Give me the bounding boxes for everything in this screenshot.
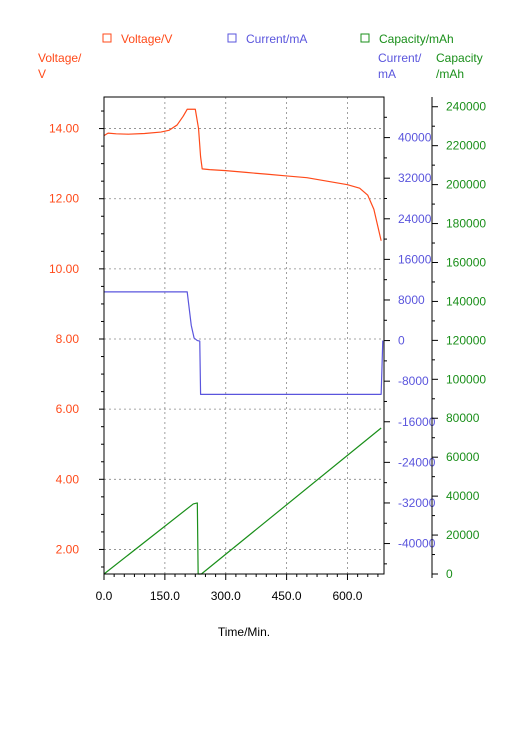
x-tick-label: 150.0 [150, 589, 180, 603]
voltage-axis-title-line2: V [38, 67, 46, 81]
capacity-tick-label: 160000 [446, 255, 486, 269]
current-tick-label: -40000 [398, 537, 436, 551]
legend-current-label: Current/mA [246, 32, 307, 46]
x-tick-label: 0.0 [96, 589, 113, 603]
voltage-tick-label: 8.00 [56, 332, 80, 346]
current-tick-label: 40000 [398, 131, 432, 145]
series-layer [103, 108, 384, 575]
current-series-line [104, 291, 384, 395]
legend-voltage-label: Voltage/V [121, 32, 172, 46]
capacity-tick-label: 120000 [446, 333, 486, 347]
legend-capacity-swatch [360, 33, 370, 43]
x-tick-label: 450.0 [272, 589, 302, 603]
voltage-tick-label: 4.00 [56, 472, 80, 486]
capacity-tick-label: 80000 [446, 411, 480, 425]
capacity-tick-label: 40000 [446, 489, 480, 503]
voltage-tick-label: 12.00 [49, 192, 79, 206]
plot-frame [103, 96, 385, 575]
current-tick-label: -24000 [398, 455, 436, 469]
current-tick-label: 24000 [398, 212, 432, 226]
capacity-tick-label: 60000 [446, 450, 480, 464]
current-tick-label: -32000 [398, 496, 436, 510]
legend-capacity-label: Capacity/mAh [379, 32, 454, 46]
current-tick-label: 8000 [398, 293, 425, 307]
x-tick-label: 300.0 [211, 589, 241, 603]
capacity-series-line [103, 427, 382, 575]
x-axis: 0.0 150.0 300.0 450.0 600.0 [96, 574, 379, 603]
capacity-axis-title-line2: /mAh [436, 67, 464, 81]
voltage-tick-label: 6.00 [56, 402, 80, 416]
legend-voltage-swatch [102, 33, 112, 43]
current-tick-label: -8000 [398, 374, 429, 388]
capacity-axis: 2400002200002000001800001600001400001200… [432, 100, 486, 581]
voltage-tick-label: 10.00 [49, 262, 79, 276]
legend: Voltage/V Current/mA Capacity/mAh [102, 32, 454, 46]
voltage-axis: 14.00 12.00 10.00 8.00 6.00 4.00 2.00 [49, 110, 104, 568]
capacity-tick-label: 100000 [446, 372, 486, 386]
grid [104, 97, 384, 574]
legend-current-swatch [227, 33, 237, 43]
voltage-series-line [103, 108, 382, 241]
capacity-tick-label: 200000 [446, 178, 486, 192]
capacity-tick-label: 240000 [446, 100, 486, 114]
capacity-tick-label: 20000 [446, 528, 480, 542]
current-axis: 40000 32000 24000 16000 8000 0 -8000 -16000 -240… [384, 116, 436, 565]
voltage-axis-title-line1: Voltage/ [38, 51, 82, 65]
capacity-tick-label: 180000 [446, 217, 486, 231]
capacity-axis-title-line1: Capacity [436, 51, 483, 65]
current-axis-title-line1: Current/ [378, 51, 422, 65]
x-axis-title: Time/Min. [218, 625, 270, 639]
current-tick-label: 32000 [398, 171, 432, 185]
current-tick-label: -16000 [398, 415, 436, 429]
x-tick-label: 600.0 [332, 589, 362, 603]
current-axis-title-line2: mA [378, 67, 396, 81]
capacity-tick-label: 140000 [446, 294, 486, 308]
voltage-tick-label: 14.00 [49, 122, 79, 136]
capacity-tick-label: 0 [446, 567, 453, 581]
capacity-tick-label: 220000 [446, 139, 486, 153]
voltage-tick-label: 2.00 [56, 542, 80, 556]
current-tick-label: 0 [398, 334, 405, 348]
current-tick-label: 16000 [398, 252, 432, 266]
